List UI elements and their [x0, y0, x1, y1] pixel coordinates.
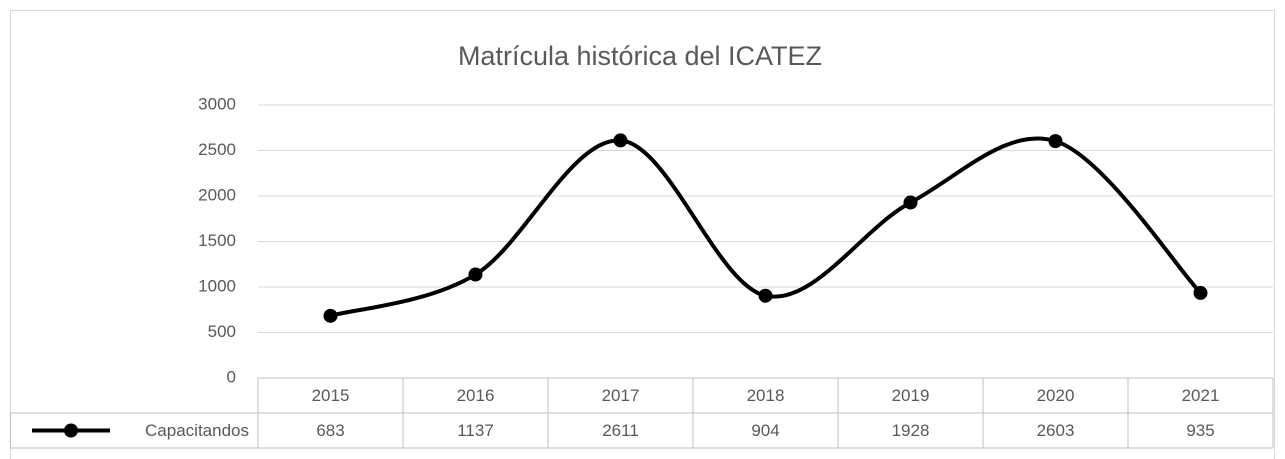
table-value: 2603: [1037, 421, 1075, 440]
legend-marker: [64, 423, 78, 438]
data-point: [903, 195, 918, 210]
data-point: [1048, 134, 1063, 149]
data-point: [1193, 285, 1208, 300]
x-tick-label: 2017: [602, 386, 640, 405]
x-tick-label: 2020: [1037, 386, 1075, 405]
x-tick-label: 2015: [312, 386, 350, 405]
y-tick-label: 500: [208, 322, 236, 341]
x-tick-label: 2018: [747, 386, 785, 405]
table-value: 1137: [457, 421, 494, 440]
chart-border: [10, 10, 1275, 459]
data-point: [323, 308, 338, 323]
data-point: [758, 288, 773, 303]
table-value: 683: [316, 421, 344, 440]
data-point: [468, 267, 483, 282]
y-tick-label: 2500: [198, 140, 236, 159]
y-tick-label: 0: [227, 367, 236, 386]
table-value: 935: [1186, 421, 1214, 440]
y-tick-label: 1000: [198, 276, 236, 295]
y-tick-label: 3000: [198, 94, 236, 113]
y-tick-label: 1500: [198, 231, 236, 250]
data-point: [613, 133, 628, 148]
x-tick-label: 2019: [892, 386, 930, 405]
x-tick-label: 2016: [457, 386, 495, 405]
x-tick-label: 2021: [1182, 386, 1220, 405]
table-value: 904: [751, 421, 779, 440]
chart-title: Matrícula histórica del ICATEZ: [458, 41, 822, 71]
table-value: 2611: [602, 421, 639, 440]
y-tick-label: 2000: [198, 185, 236, 204]
table-value: 1928: [892, 421, 930, 440]
legend-label: Capacitandos: [145, 421, 249, 440]
